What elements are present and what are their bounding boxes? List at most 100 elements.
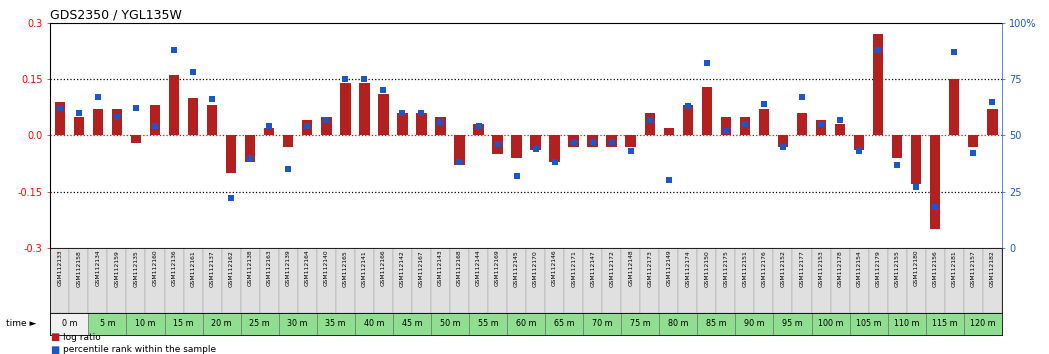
Point bbox=[851, 148, 868, 154]
Point bbox=[603, 139, 620, 145]
Bar bbox=[92, 109, 103, 135]
Text: GSM112142: GSM112142 bbox=[400, 250, 405, 286]
Text: GSM112154: GSM112154 bbox=[857, 250, 861, 286]
Text: ■: ■ bbox=[50, 345, 60, 354]
Bar bbox=[925, 313, 964, 335]
Bar bbox=[735, 248, 754, 313]
Point bbox=[718, 128, 734, 134]
Bar bbox=[754, 248, 773, 313]
Text: 80 m: 80 m bbox=[668, 319, 688, 329]
Bar bbox=[202, 313, 240, 335]
Point bbox=[699, 61, 715, 66]
Text: GSM112168: GSM112168 bbox=[457, 250, 462, 286]
Text: GSM112145: GSM112145 bbox=[514, 250, 519, 286]
Bar bbox=[127, 313, 165, 335]
Bar bbox=[454, 135, 465, 165]
Text: GSM112159: GSM112159 bbox=[114, 250, 120, 286]
Text: GSM112157: GSM112157 bbox=[970, 250, 976, 287]
Text: GSM112160: GSM112160 bbox=[152, 250, 157, 286]
Bar bbox=[983, 248, 1002, 313]
Bar bbox=[850, 248, 869, 313]
Bar bbox=[777, 135, 788, 147]
Text: percentile rank within the sample: percentile rank within the sample bbox=[63, 345, 216, 354]
Bar bbox=[431, 248, 450, 313]
Text: GSM112148: GSM112148 bbox=[628, 250, 634, 286]
Text: GSM112158: GSM112158 bbox=[77, 250, 82, 286]
Text: 100 m: 100 m bbox=[818, 319, 843, 329]
Text: GDS2350 / YGL135W: GDS2350 / YGL135W bbox=[50, 9, 183, 22]
Point bbox=[907, 184, 924, 190]
Point bbox=[661, 177, 678, 183]
Text: GSM112167: GSM112167 bbox=[419, 250, 424, 286]
Point bbox=[889, 162, 905, 167]
Bar bbox=[550, 135, 560, 162]
Text: GSM112182: GSM112182 bbox=[990, 250, 994, 286]
Bar bbox=[112, 109, 122, 135]
Bar bbox=[378, 94, 388, 135]
Text: GSM112147: GSM112147 bbox=[591, 250, 595, 286]
Text: GSM112139: GSM112139 bbox=[285, 250, 291, 286]
Bar bbox=[683, 105, 693, 135]
Point bbox=[813, 121, 830, 127]
Point bbox=[394, 110, 411, 116]
Bar bbox=[644, 113, 655, 135]
Bar bbox=[169, 75, 179, 135]
Bar bbox=[107, 248, 127, 313]
Bar bbox=[659, 248, 679, 313]
Bar bbox=[511, 135, 521, 158]
Bar bbox=[892, 135, 902, 158]
Bar bbox=[602, 248, 621, 313]
Bar bbox=[679, 248, 698, 313]
Bar bbox=[88, 313, 127, 335]
Bar bbox=[393, 313, 431, 335]
Point bbox=[984, 99, 1001, 104]
Text: 115 m: 115 m bbox=[932, 319, 958, 329]
Text: GSM112164: GSM112164 bbox=[305, 250, 309, 286]
Text: GSM112169: GSM112169 bbox=[495, 250, 500, 286]
Bar bbox=[188, 98, 198, 135]
Point bbox=[432, 119, 449, 125]
Bar bbox=[773, 313, 812, 335]
Text: GSM112143: GSM112143 bbox=[437, 250, 443, 286]
Bar bbox=[317, 248, 336, 313]
Bar bbox=[393, 248, 412, 313]
Text: GSM112133: GSM112133 bbox=[58, 250, 62, 286]
Bar bbox=[930, 135, 940, 229]
Bar bbox=[240, 313, 279, 335]
Bar bbox=[664, 128, 675, 135]
Point bbox=[128, 105, 145, 111]
Bar bbox=[964, 248, 983, 313]
Point bbox=[832, 117, 849, 122]
Text: GSM112170: GSM112170 bbox=[533, 250, 538, 286]
Text: 70 m: 70 m bbox=[592, 319, 613, 329]
Text: GSM112166: GSM112166 bbox=[381, 250, 386, 286]
Text: GSM112156: GSM112156 bbox=[933, 250, 938, 286]
Bar bbox=[527, 248, 545, 313]
Text: GSM112155: GSM112155 bbox=[895, 250, 900, 287]
Text: GSM112136: GSM112136 bbox=[172, 250, 176, 286]
Bar bbox=[416, 113, 427, 135]
Bar bbox=[373, 248, 393, 313]
Point bbox=[528, 146, 544, 152]
Point bbox=[70, 110, 87, 116]
Text: GSM112174: GSM112174 bbox=[685, 250, 690, 286]
Bar bbox=[702, 87, 712, 135]
Point bbox=[299, 124, 316, 129]
Bar bbox=[50, 248, 69, 313]
Bar bbox=[773, 248, 792, 313]
Bar bbox=[583, 313, 621, 335]
Point bbox=[755, 101, 772, 107]
Point bbox=[166, 47, 183, 53]
Bar bbox=[945, 248, 964, 313]
Bar bbox=[473, 124, 484, 135]
Text: 45 m: 45 m bbox=[402, 319, 422, 329]
Text: GSM112152: GSM112152 bbox=[780, 250, 786, 287]
Bar bbox=[492, 135, 502, 154]
Text: 30 m: 30 m bbox=[287, 319, 308, 329]
Point bbox=[356, 76, 372, 82]
Bar bbox=[583, 248, 602, 313]
Bar bbox=[302, 120, 313, 135]
Bar bbox=[949, 79, 960, 135]
Point bbox=[222, 195, 239, 201]
Bar bbox=[569, 135, 579, 147]
